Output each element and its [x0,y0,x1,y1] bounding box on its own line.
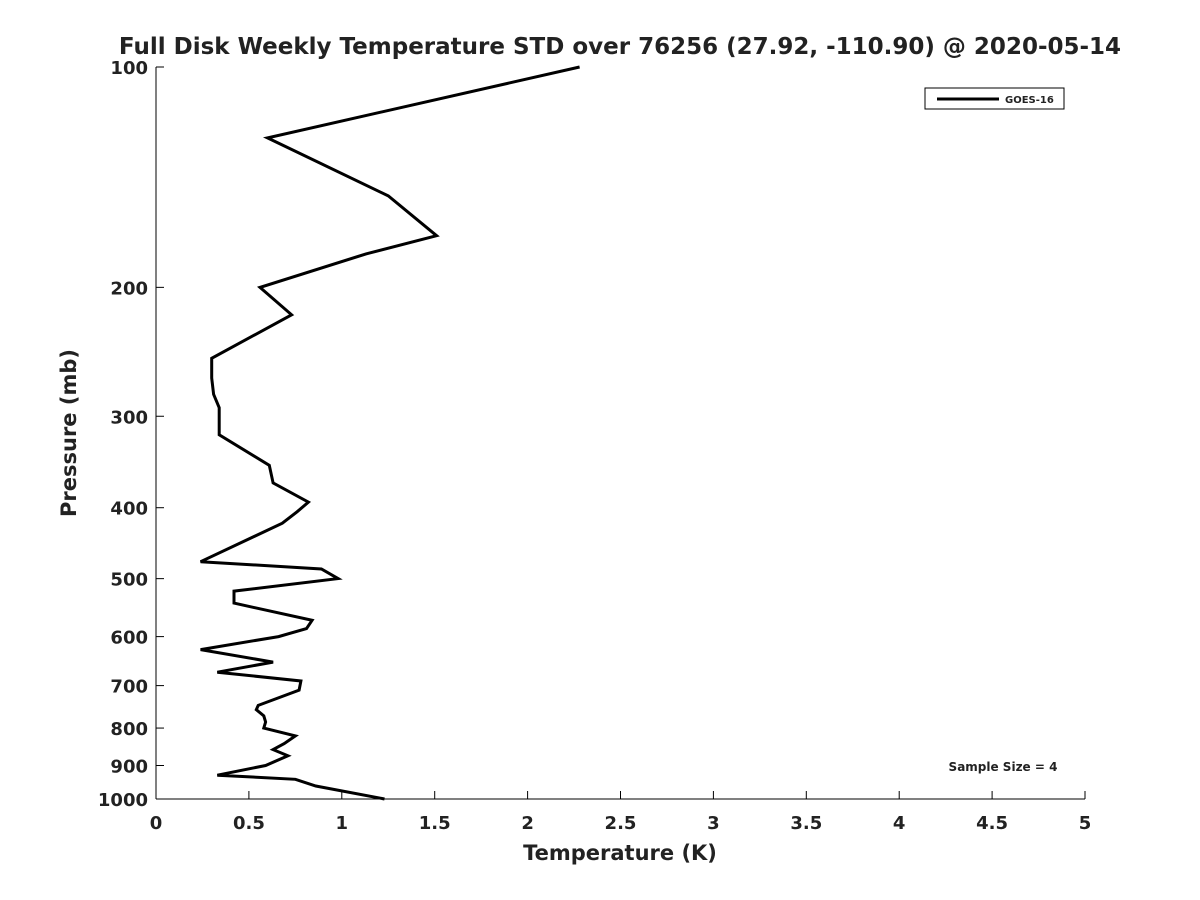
x-tick-label: 1.5 [419,813,451,834]
sample-size-annotation: Sample Size = 4 [949,760,1058,774]
y-tick-label: 600 [110,628,148,649]
y-axis-label: Pressure (mb) [57,349,81,517]
x-tick-label: 2.5 [605,813,637,834]
x-tick-label: 4.5 [976,813,1008,834]
y-tick-label: 500 [110,570,148,591]
y-tick-label: 200 [110,278,148,299]
x-tick-label: 3.5 [790,813,822,834]
y-tick-label: 100 [110,58,148,79]
legend-entry-goes16: GOES-16 [1005,95,1054,106]
x-tick-label: 1 [336,813,349,834]
chart-title: Full Disk Weekly Temperature STD over 76… [119,34,1121,60]
y-tick-label: 900 [110,757,148,778]
y-tick-label: 800 [110,719,148,740]
x-tick-label: 4 [893,813,906,834]
y-tick-label: 400 [110,499,148,520]
y-tick-label: 300 [110,407,148,428]
x-axis-ticks: 0 0.5 1 1.5 2 2.5 3 3.5 4 4.5 5 [150,791,1092,834]
y-tick-label: 700 [110,677,148,698]
x-tick-label: 0.5 [233,813,265,834]
x-tick-label: 2 [521,813,534,834]
x-axis-label: Temperature (K) [523,841,717,865]
y-axis-ticks: 100 200 300 400 500 600 700 800 900 1000 [98,58,164,811]
x-tick-label: 3 [707,813,720,834]
series-layer [199,65,580,801]
x-tick-label: 0 [150,813,163,834]
y-tick-label: 1000 [98,790,148,811]
series-line-goes-16 [199,65,580,801]
legend: GOES-16 [924,87,1065,110]
x-tick-label: 5 [1079,813,1092,834]
